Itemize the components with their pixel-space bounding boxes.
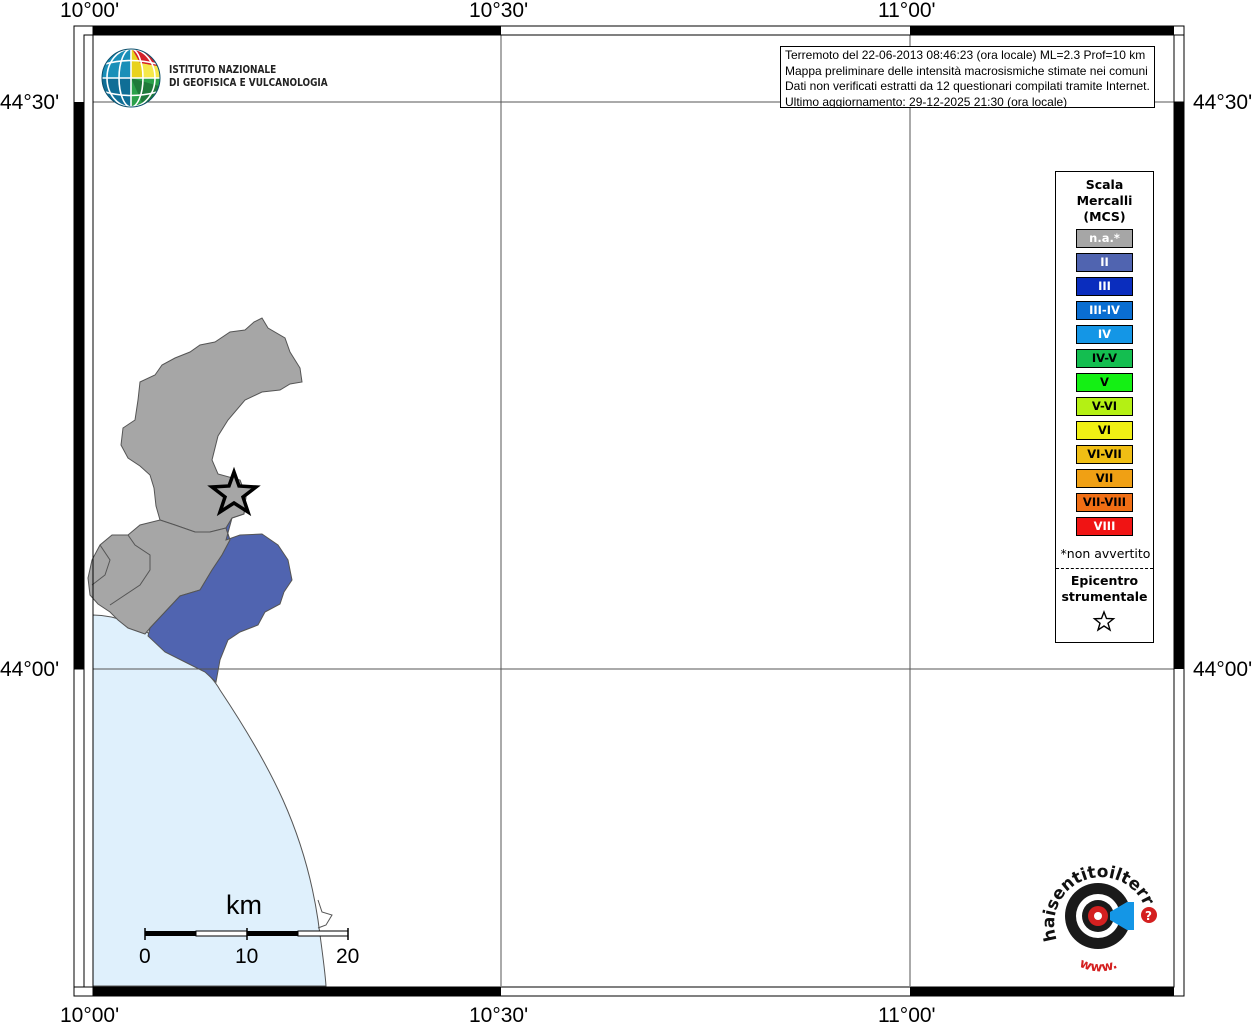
municipality-not-felt [120, 317, 303, 533]
legend-swatch: VIII [1076, 517, 1133, 536]
scale-unit: km [226, 890, 262, 920]
mcs-legend: Scala Mercalli (MCS) n.a.* II III III-IV IV I… [1055, 171, 1154, 643]
map-frame [73, 25, 1185, 997]
legend-star-icon [1092, 610, 1116, 632]
info-line-3: Dati non verificati estratti da 12 quest… [785, 79, 1150, 93]
coord-left-44-30: 44°30' [0, 91, 60, 114]
ingv-globe-logo [101, 48, 161, 108]
info-line-1: Terremoto del 22-06-2013 08:46:23 (ora l… [785, 48, 1146, 62]
legend-title-line3: (MCS) [1083, 209, 1126, 224]
coord-right-44-30: 44°30' [1193, 91, 1253, 114]
coord-left-44-00: 44°00' [0, 658, 60, 681]
legend-note: *non avvertito [1060, 546, 1151, 561]
haisentito-logo: haisentitoilterremoto.it www. ? [1035, 858, 1158, 976]
coord-top-11-00: 11°00' [878, 0, 936, 22]
coord-right-44-00: 44°00' [1193, 658, 1253, 681]
municipality-border-2 [91, 544, 111, 586]
info-line-4: Ultimo aggiornamento: 29-12-2025 21:30 (… [785, 94, 1068, 108]
epicenter-star-icon [207, 466, 261, 517]
legend-swatch: V [1076, 373, 1133, 392]
legend-swatch: III [1076, 277, 1133, 296]
earthquake-info-box: Terremoto del 22-06-2013 08:46:23 (ora l… [780, 46, 1155, 108]
legend-swatch: VII [1076, 469, 1133, 488]
hs-logo-www: www. [1077, 956, 1119, 976]
legend-swatch: III-IV [1076, 301, 1133, 320]
svg-text:?: ? [1145, 909, 1152, 923]
scale-bar [144, 928, 349, 940]
coord-top-10-00: 10°00' [60, 0, 120, 22]
legend-title-line1: Scala [1085, 177, 1124, 192]
legend-title: Scala Mercalli (MCS) [1056, 177, 1153, 225]
legend-title-line2: Mercalli [1076, 193, 1133, 208]
legend-swatch: V-VI [1076, 397, 1133, 416]
graticule [93, 35, 1174, 986]
legend-swatch: n.a.* [1076, 229, 1133, 248]
legend-epicenter-label: Epicentro strumentale [1056, 573, 1153, 605]
ingv-name-line1: ISTITUTO NAZIONALE [169, 64, 277, 76]
municipality-border [109, 534, 151, 606]
legend-swatch: VI [1076, 421, 1133, 440]
ingv-name-line2: DI GEOFISICA E VULCANOLOGIA [169, 77, 328, 89]
coord-bottom-10-30: 10°30' [469, 1004, 529, 1027]
info-line-2: Mappa preliminare delle intensità macros… [785, 63, 1148, 78]
scale-tick-0: 0 [139, 945, 151, 968]
legend-swatch: VII-VIII [1076, 493, 1133, 512]
coord-bottom-11-00: 11°00' [878, 1004, 936, 1027]
legend-swatch: II [1076, 253, 1133, 272]
legend-swatch: IV [1076, 325, 1133, 344]
legend-swatch: VI-VII [1076, 445, 1133, 464]
coastline-inlet [317, 899, 333, 929]
scale-tick-10: 10 [235, 945, 259, 968]
ingv-name: ISTITUTO NAZIONALE DI GEOFISICA E VULCAN… [169, 64, 328, 90]
legend-swatch: IV-V [1076, 349, 1133, 368]
legend-epi-line1: Epicentro [1070, 573, 1139, 588]
coord-bottom-10-00: 10°00' [60, 1004, 120, 1027]
coord-top-10-30: 10°30' [469, 0, 529, 22]
legend-epi-line2: strumentale [1061, 589, 1148, 604]
scale-tick-20: 20 [336, 945, 360, 968]
legend-separator [1056, 568, 1153, 569]
